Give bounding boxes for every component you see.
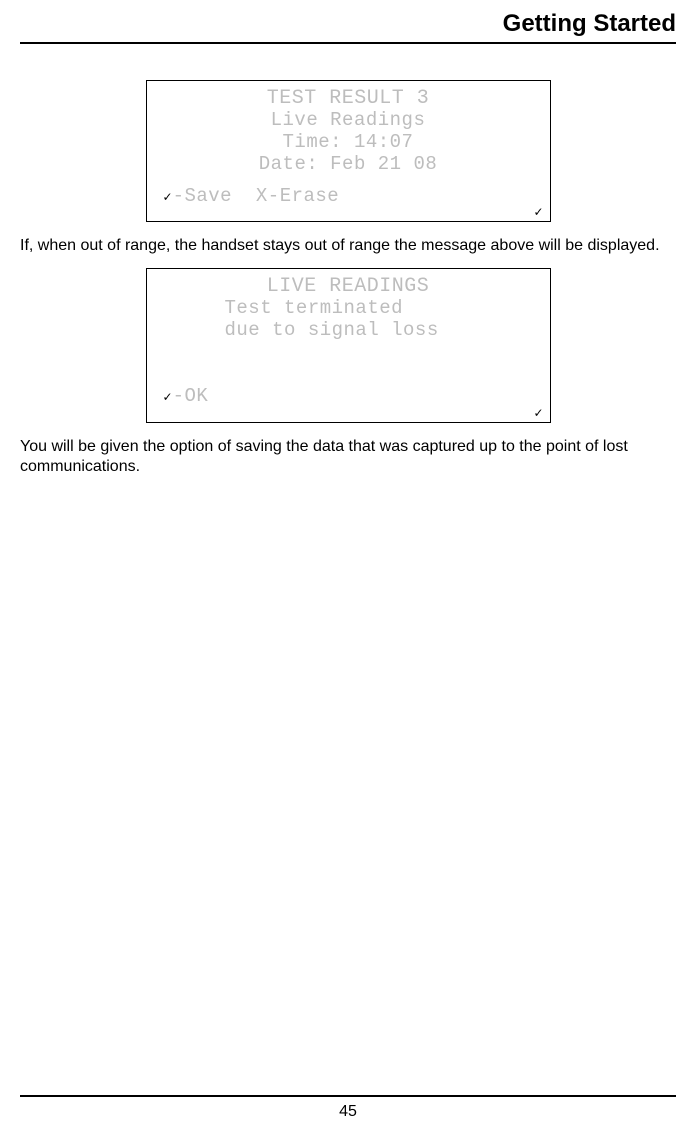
lcd1-action-row: ✓-Save X-Erase bbox=[157, 186, 540, 208]
lcd2-ok-label: -OK bbox=[173, 385, 209, 407]
lcd-screen-1: TEST RESULT 3 Live Readings Time: 14:07 … bbox=[146, 80, 551, 222]
lcd1-gap bbox=[232, 185, 256, 207]
page-container: Getting Started TEST RESULT 3 Live Readi… bbox=[0, 0, 696, 1139]
check-icon: ✓ bbox=[533, 406, 543, 420]
lcd2-spacer bbox=[157, 342, 540, 376]
check-icon: ✓ bbox=[163, 390, 173, 404]
page-number: 45 bbox=[20, 1103, 676, 1121]
lcd-screen-2: LIVE READINGS Test terminated due to sig… bbox=[146, 268, 551, 423]
paragraph-1: If, when out of range, the handset stays… bbox=[20, 236, 676, 256]
page-header-title: Getting Started bbox=[20, 10, 676, 38]
lcd2-line2: Test terminated bbox=[157, 298, 540, 320]
page-footer: 45 bbox=[20, 1095, 676, 1121]
lcd1-save-label: -Save bbox=[173, 185, 233, 207]
lcd1-line2: Live Readings bbox=[157, 110, 540, 132]
paragraph-2: You will be given the option of saving t… bbox=[20, 437, 676, 477]
lcd1-line4: Date: Feb 21 08 bbox=[157, 154, 540, 176]
lcd-screen-2-wrap: LIVE READINGS Test terminated due to sig… bbox=[20, 268, 676, 423]
footer-divider bbox=[20, 1095, 676, 1097]
lcd1-title: TEST RESULT 3 bbox=[157, 87, 540, 110]
header-divider bbox=[20, 42, 676, 44]
lcd-screen-1-wrap: TEST RESULT 3 Live Readings Time: 14:07 … bbox=[20, 80, 676, 222]
lcd2-title: LIVE READINGS bbox=[157, 275, 540, 298]
lcd1-line3: Time: 14:07 bbox=[157, 132, 540, 154]
lcd2-action-row: ✓-OK bbox=[157, 386, 540, 408]
lcd2-line3: due to signal loss bbox=[157, 320, 540, 342]
check-icon: ✓ bbox=[533, 205, 543, 219]
check-icon: ✓ bbox=[163, 190, 173, 204]
lcd1-erase-label: X-Erase bbox=[256, 185, 339, 207]
